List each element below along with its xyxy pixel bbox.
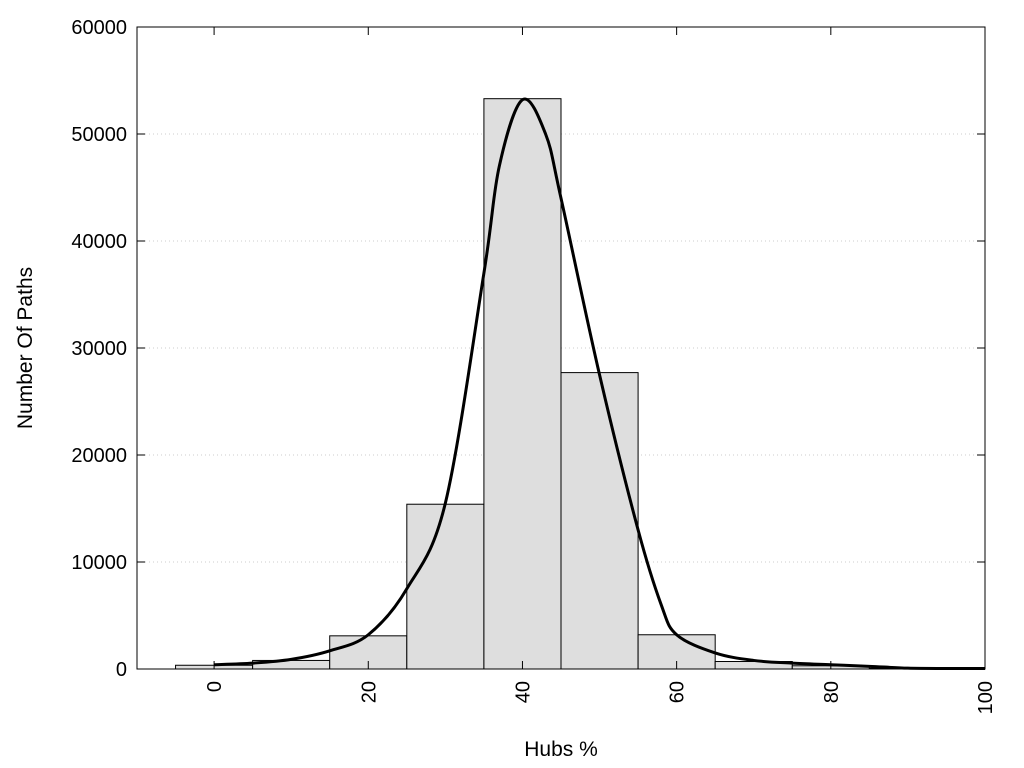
x-tick-label: 0 xyxy=(204,681,226,692)
y-axis-title: Number Of Paths xyxy=(14,267,37,429)
x-tick-label: 80 xyxy=(821,681,843,703)
y-tick-label: 40000 xyxy=(71,231,127,253)
y-tick-label: 20000 xyxy=(71,445,127,467)
histogram-bar xyxy=(560,372,639,670)
x-tick-label: 20 xyxy=(358,681,380,703)
histogram-bar xyxy=(406,503,485,670)
y-tick-label: 10000 xyxy=(71,552,127,574)
y-tick-label: 30000 xyxy=(71,338,127,360)
x-tick-label: 60 xyxy=(667,681,689,703)
density-curve xyxy=(214,97,986,670)
x-tick-label: 100 xyxy=(975,681,997,714)
axis-ticks xyxy=(137,26,986,670)
y-tick-label: 0 xyxy=(116,659,127,681)
density-curve-layer xyxy=(214,97,986,670)
y-tick-label: 50000 xyxy=(71,124,127,146)
x-axis-title: Hubs % xyxy=(524,738,598,761)
tick-labels: 0 10000 20000 30000 40000 50000 60000 0 20 40 60 80… xyxy=(71,17,997,714)
histogram-bars xyxy=(175,98,986,670)
y-tick-label: 60000 xyxy=(71,17,127,39)
x-tick-label: 40 xyxy=(512,681,534,703)
